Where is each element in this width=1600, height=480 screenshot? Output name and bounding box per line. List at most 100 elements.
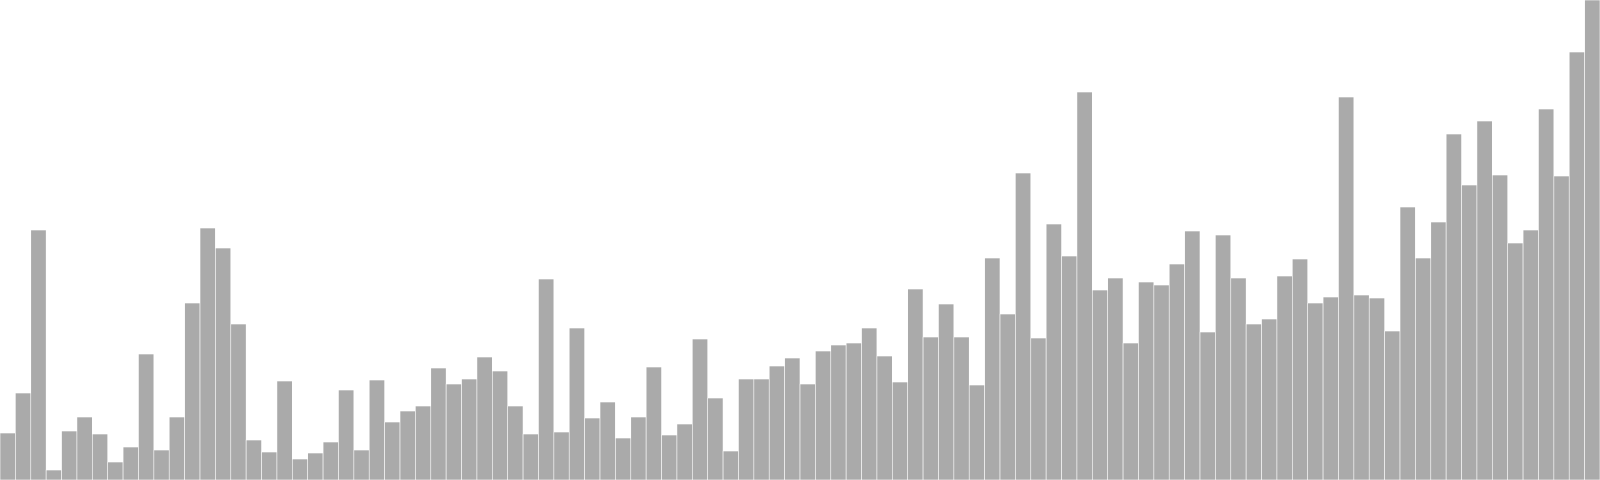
- bar-47: [707, 397, 724, 480]
- bar-23: [338, 389, 355, 480]
- bar-57: [861, 327, 878, 480]
- bar-35: [522, 433, 539, 480]
- bar-40: [599, 401, 616, 480]
- bar-16: [230, 323, 247, 480]
- bar-19: [276, 380, 293, 480]
- bar-63: [953, 336, 970, 480]
- bar-43: [645, 366, 662, 480]
- bar-78: [1184, 230, 1201, 480]
- bar-22: [322, 441, 339, 480]
- bar-3: [30, 229, 47, 480]
- bar-55: [830, 344, 847, 480]
- bar-92: [1399, 206, 1416, 480]
- bar-77: [1168, 263, 1185, 480]
- bar-98: [1492, 174, 1508, 480]
- bar-13: [184, 302, 201, 480]
- bar-33: [492, 370, 508, 480]
- bar-34: [507, 405, 524, 480]
- bar-86: [1307, 302, 1324, 480]
- bar-54: [815, 350, 832, 480]
- bar-7: [92, 433, 108, 480]
- bar-50: [753, 378, 770, 480]
- bar-85: [1292, 258, 1308, 480]
- bar-97: [1476, 120, 1493, 480]
- bar-100: [1522, 229, 1539, 480]
- bar-32: [476, 356, 493, 480]
- bar-26: [384, 421, 401, 480]
- bar-10: [138, 353, 155, 480]
- bar-12: [168, 416, 185, 480]
- bar-61: [922, 336, 939, 480]
- bar-36: [538, 278, 555, 480]
- bar-64: [968, 384, 985, 480]
- bar-101: [1538, 108, 1555, 480]
- bar-15: [215, 247, 232, 480]
- bar-60: [907, 288, 924, 480]
- bar-17: [245, 439, 262, 480]
- bar-84: [1276, 275, 1293, 480]
- bar-59: [892, 381, 908, 480]
- bar-104: [1584, 0, 1600, 480]
- bar-62: [938, 303, 955, 480]
- bar-73: [1107, 277, 1124, 480]
- bar-96: [1461, 184, 1478, 480]
- bar-29: [430, 367, 447, 480]
- bar-27: [399, 410, 416, 480]
- bar-8: [107, 461, 124, 480]
- bar-91: [1384, 330, 1401, 480]
- bar-39: [584, 417, 601, 480]
- bar-51: [768, 365, 785, 480]
- bar-30: [445, 383, 462, 480]
- bar-52: [784, 357, 801, 480]
- bar-65: [984, 257, 1001, 480]
- bar-48: [722, 450, 739, 480]
- bar-6: [76, 416, 93, 480]
- bar-90: [1368, 297, 1385, 480]
- bar-95: [1445, 133, 1462, 480]
- bar-11: [153, 449, 170, 480]
- bar-83: [1261, 318, 1278, 480]
- bar-80: [1215, 234, 1232, 480]
- bar-14: [199, 227, 216, 480]
- bar-41: [615, 437, 632, 480]
- bar-49: [738, 378, 755, 480]
- bar-67: [1015, 172, 1032, 480]
- bar-88: [1338, 96, 1355, 480]
- bar-103: [1568, 51, 1585, 480]
- bar-66: [999, 313, 1016, 480]
- bar-87: [1322, 296, 1339, 480]
- bar-42: [630, 416, 647, 480]
- bar-76: [1153, 284, 1170, 480]
- bar-1: [0, 432, 16, 480]
- bar-102: [1553, 175, 1570, 480]
- bar-75: [1138, 281, 1155, 480]
- bar-44: [661, 434, 678, 480]
- bar-99: [1507, 242, 1524, 480]
- bar-89: [1353, 294, 1370, 480]
- bar-38: [568, 327, 585, 480]
- bar-37: [553, 431, 570, 480]
- bar-24: [353, 449, 370, 480]
- bar-46: [692, 338, 708, 480]
- bar-5: [61, 430, 78, 480]
- bar-4: [45, 469, 62, 480]
- bar-2: [15, 392, 32, 480]
- bar-93: [1415, 257, 1432, 480]
- bar-74: [1122, 342, 1139, 480]
- bar-45: [676, 423, 693, 480]
- bar-79: [1199, 331, 1216, 480]
- bar-20: [292, 458, 308, 480]
- bar-82: [1245, 323, 1262, 480]
- bar-72: [1092, 289, 1108, 480]
- bar-28: [415, 405, 432, 480]
- bar-56: [845, 342, 862, 480]
- bar-69: [1045, 223, 1062, 480]
- bar-81: [1230, 277, 1247, 480]
- bar-70: [1061, 255, 1078, 480]
- bar-53: [799, 383, 816, 480]
- bar-9: [122, 446, 139, 480]
- bar-21: [307, 452, 324, 480]
